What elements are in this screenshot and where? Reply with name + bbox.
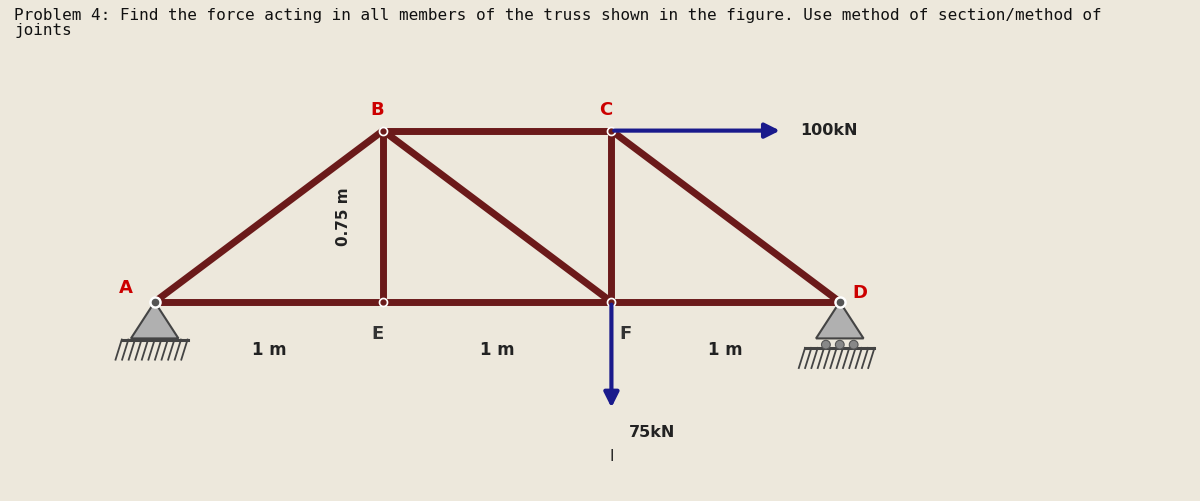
Text: 1 m: 1 m	[252, 341, 286, 359]
Text: joints: joints	[14, 23, 72, 38]
Text: E: E	[371, 325, 384, 343]
Text: 100kN: 100kN	[800, 123, 857, 138]
Text: F: F	[619, 325, 631, 343]
Circle shape	[850, 340, 858, 349]
Text: C: C	[599, 101, 612, 119]
Polygon shape	[816, 302, 864, 338]
Text: 1 m: 1 m	[480, 341, 515, 359]
Text: B: B	[371, 101, 384, 119]
Text: 1 m: 1 m	[708, 341, 743, 359]
Circle shape	[822, 340, 830, 349]
Polygon shape	[131, 302, 179, 338]
Circle shape	[835, 340, 844, 349]
Text: 0.75 m: 0.75 m	[336, 187, 350, 245]
Text: Problem 4: Find the force acting in all members of the truss shown in the figure: Problem 4: Find the force acting in all …	[14, 8, 1102, 23]
Text: A: A	[119, 279, 133, 297]
Text: D: D	[853, 284, 868, 302]
Text: I: I	[610, 448, 613, 463]
Text: 75kN: 75kN	[629, 425, 674, 440]
